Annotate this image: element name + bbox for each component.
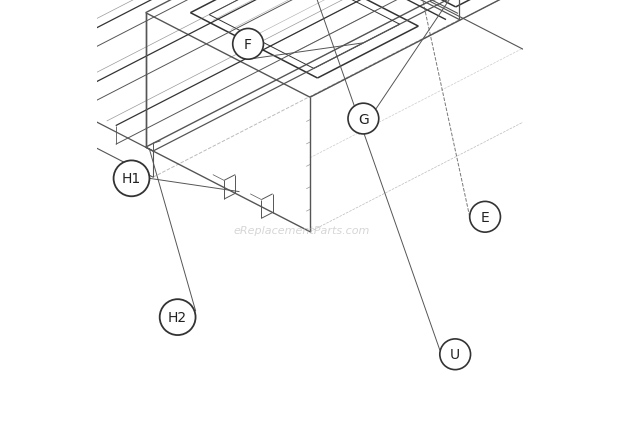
Text: E: E [480, 210, 489, 224]
Circle shape [160, 299, 195, 335]
Text: F: F [244, 38, 252, 52]
Text: eReplacementParts.com: eReplacementParts.com [233, 225, 370, 235]
Text: H1: H1 [122, 172, 141, 186]
Circle shape [470, 202, 500, 233]
Text: U: U [450, 348, 460, 361]
Circle shape [113, 161, 149, 197]
Text: G: G [358, 112, 369, 126]
Text: H2: H2 [168, 311, 187, 324]
Circle shape [232, 29, 264, 60]
Circle shape [348, 104, 379, 135]
Circle shape [440, 339, 471, 370]
